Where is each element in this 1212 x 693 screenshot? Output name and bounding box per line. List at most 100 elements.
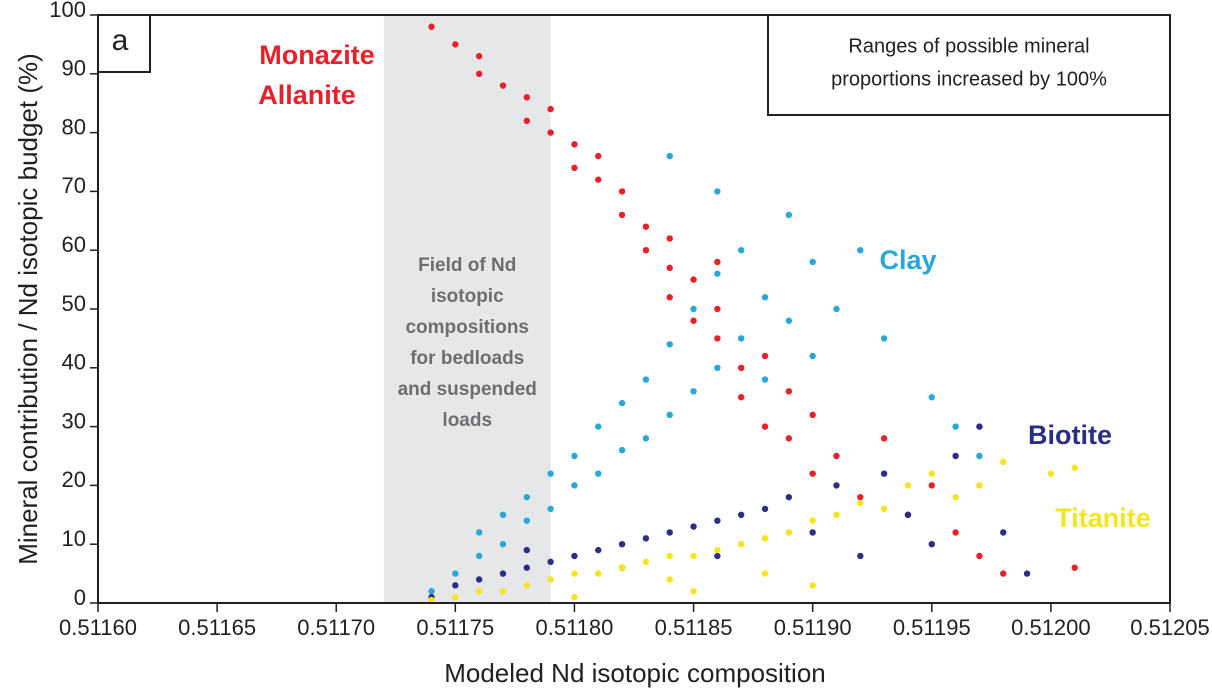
data-point [571,452,578,460]
data-point [666,341,673,348]
y-tick-label: 70 [62,173,86,198]
data-point [833,452,840,460]
data-point [666,152,673,160]
data-point [618,564,626,571]
series-label: Clay [879,245,936,275]
data-point [523,517,530,524]
data-point [547,576,554,583]
data-point [690,552,697,560]
x-tick-label: 0.51195 [893,615,971,640]
y-tick-label: 90 [62,56,86,81]
data-point [428,596,435,604]
data-point [618,188,626,195]
data-point [618,541,626,548]
y-tick-label: 20 [62,467,86,492]
data-point [714,188,721,195]
panel-label: a [112,24,129,57]
y-tick-label: 80 [62,114,86,139]
y-tick-label: 60 [62,232,86,257]
data-point [952,423,959,430]
data-point [475,70,483,78]
data-point [690,317,697,324]
data-point [499,82,507,89]
data-point [857,499,864,507]
data-point [618,446,626,454]
data-point [761,294,769,301]
data-point [547,129,554,136]
series-label: Monazite [259,40,375,70]
data-point [475,576,483,583]
data-point [595,152,602,160]
data-point [809,529,816,536]
data-point [595,546,602,554]
data-point [880,435,888,442]
data-point [618,211,626,219]
y-tick-label: 10 [62,526,86,551]
data-point [595,423,602,430]
data-point [666,529,673,536]
data-point [452,593,459,601]
data-point [785,317,793,324]
field-label: loads [442,410,492,431]
data-point [714,364,721,371]
data-point [595,176,602,183]
data-point [571,570,578,577]
data-point [428,588,435,595]
data-point [785,529,793,536]
data-point [761,423,769,430]
data-point [857,552,864,560]
data-point [1000,529,1007,536]
data-point [452,582,459,589]
data-point [809,352,816,360]
data-point [1000,570,1007,577]
series-label: Allanite [258,80,356,110]
data-point [785,211,793,219]
x-tick-label: 0.51180 [535,615,613,640]
data-point [761,352,769,360]
data-point [690,523,697,530]
data-point [571,141,578,148]
data-point [666,235,673,242]
data-point [904,482,912,489]
data-point [547,105,554,113]
data-point [499,541,507,548]
data-point [904,511,912,518]
data-point [547,470,554,477]
data-point [475,52,483,60]
data-point [785,388,793,395]
data-point [761,376,769,383]
data-point [833,305,840,313]
y-tick-label: 0 [74,585,86,610]
x-tick-label: 0.51175 [416,615,494,640]
data-point [928,470,935,477]
x-tick-label: 0.51200 [1011,615,1091,640]
data-point [928,394,935,401]
data-point [452,41,459,48]
data-point [475,529,483,536]
data-point [1071,564,1078,571]
data-point [928,541,935,548]
data-point [642,247,650,254]
data-point [690,276,697,283]
data-point [809,582,816,589]
data-point [714,270,721,277]
data-point [785,493,793,501]
y-axis-title: Mineral contribution / Nd isotopic budge… [13,53,43,565]
data-point [738,511,745,518]
data-point [809,411,816,419]
data-point [523,493,530,501]
data-point [761,505,769,513]
data-point [1071,464,1078,471]
panel-label-box [97,14,151,73]
data-point [714,517,721,524]
data-point [475,552,483,560]
data-point [738,541,745,548]
data-point [690,388,697,395]
data-point [976,482,983,489]
note-text: proportions increased by 100% [831,68,1107,90]
data-point [761,570,769,577]
data-point [642,223,650,230]
y-tick-label: 40 [62,350,86,375]
data-point [666,264,673,272]
